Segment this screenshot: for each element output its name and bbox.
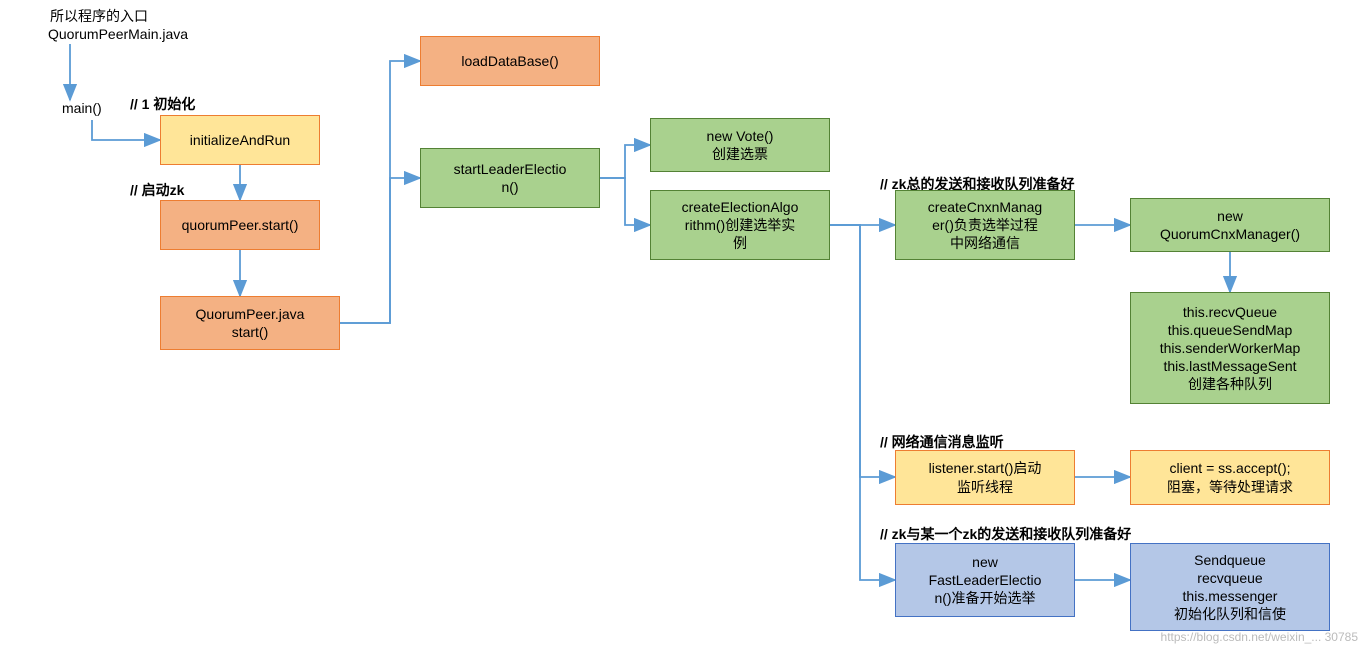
comment-c4: // 网络通信消息监听 (880, 432, 1004, 452)
node-n_init: initializeAndRun (160, 115, 320, 165)
edge-n_sle-n_cea (600, 178, 650, 225)
node-n_qpstart: quorumPeer.start() (160, 200, 320, 250)
comment-c1: // 1 初始化 (130, 94, 195, 114)
node-n_send: Sendqueue recvqueue this.messenger 初始化队列… (1130, 543, 1330, 631)
node-n_queues: this.recvQueue this.queueSendMap this.se… (1130, 292, 1330, 404)
node-n_newqcm: new QuorumCnxManager() (1130, 198, 1330, 252)
edge-n_qpjava-n_load (340, 61, 420, 323)
node-n_sle: startLeaderElectio n() (420, 148, 600, 208)
comment-c2: // 启动zk (130, 180, 184, 200)
comment-c5: // zk与某一个zk的发送和接收队列准备好 (880, 524, 1131, 544)
node-n_accept: client = ss.accept(); 阻塞，等待处理请求 (1130, 450, 1330, 505)
text-t1: 所以程序的入口 (50, 6, 148, 26)
node-n_cea: createElectionAlgo rithm()创建选举实 例 (650, 190, 830, 260)
text-t2: QuorumPeerMain.java (48, 26, 188, 42)
node-n_qpjava: QuorumPeer.java start() (160, 296, 340, 350)
text-t3: main() (62, 100, 102, 116)
edge-t3-n_init (92, 120, 160, 140)
node-n_ccm: createCnxnManag er()负责选举过程 中网络通信 (895, 190, 1075, 260)
edge-n_sle-n_vote (600, 145, 650, 178)
node-n_fle: new FastLeaderElectio n()准备开始选举 (895, 543, 1075, 617)
node-n_listen: listener.start()启动 监听线程 (895, 450, 1075, 505)
watermark-text: https://blog.csdn.net/weixin_... 30785 (1161, 630, 1358, 644)
node-n_load: loadDataBase() (420, 36, 600, 86)
node-n_vote: new Vote() 创建选票 (650, 118, 830, 172)
edge-n_qpjava-n_sle (340, 178, 420, 323)
